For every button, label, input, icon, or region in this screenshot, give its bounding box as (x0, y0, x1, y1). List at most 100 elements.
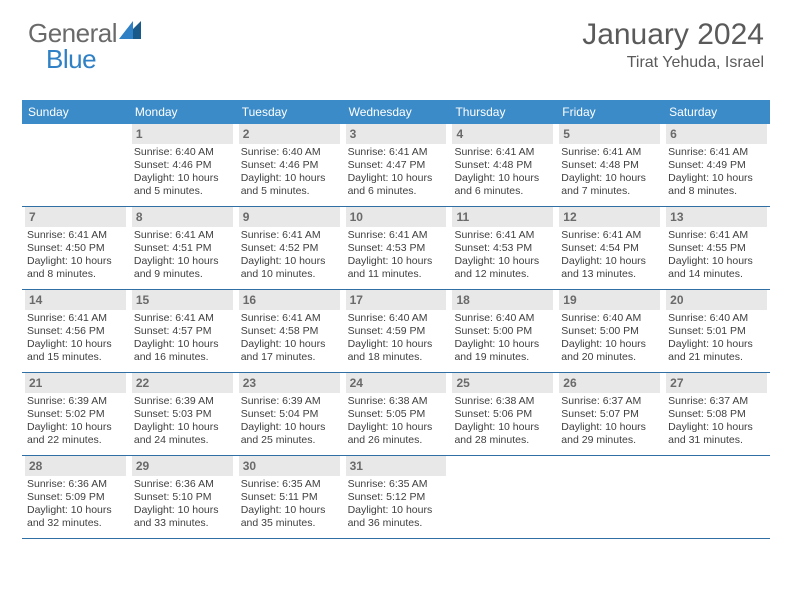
day-number: 14 (25, 290, 126, 310)
header-right: January 2024 Tirat Yehuda, Israel (582, 18, 764, 72)
day-cell: 12Sunrise: 6:41 AMSunset: 4:54 PMDayligh… (556, 207, 663, 289)
day-cell: 30Sunrise: 6:35 AMSunset: 5:11 PMDayligh… (236, 456, 343, 538)
day-info: Sunrise: 6:41 AMSunset: 4:49 PMDaylight:… (666, 146, 767, 199)
day-number: 17 (346, 290, 447, 310)
day-info: Sunrise: 6:41 AMSunset: 4:58 PMDaylight:… (239, 312, 340, 365)
day-info: Sunrise: 6:41 AMSunset: 4:48 PMDaylight:… (452, 146, 553, 199)
day-info: Sunrise: 6:41 AMSunset: 4:53 PMDaylight:… (452, 229, 553, 282)
day-cell: 19Sunrise: 6:40 AMSunset: 5:00 PMDayligh… (556, 290, 663, 372)
week-row: 1Sunrise: 6:40 AMSunset: 4:46 PMDaylight… (22, 124, 770, 207)
day-cell: 27Sunrise: 6:37 AMSunset: 5:08 PMDayligh… (663, 373, 770, 455)
day-number: 6 (666, 124, 767, 144)
day-info: Sunrise: 6:41 AMSunset: 4:53 PMDaylight:… (346, 229, 447, 282)
day-number: 8 (132, 207, 233, 227)
day-info: Sunrise: 6:41 AMSunset: 4:52 PMDaylight:… (239, 229, 340, 282)
day-header-row: SundayMondayTuesdayWednesdayThursdayFrid… (22, 100, 770, 124)
day-info: Sunrise: 6:37 AMSunset: 5:08 PMDaylight:… (666, 395, 767, 448)
day-info: Sunrise: 6:35 AMSunset: 5:11 PMDaylight:… (239, 478, 340, 531)
day-number: 12 (559, 207, 660, 227)
day-info: Sunrise: 6:39 AMSunset: 5:02 PMDaylight:… (25, 395, 126, 448)
day-cell: 11Sunrise: 6:41 AMSunset: 4:53 PMDayligh… (449, 207, 556, 289)
day-cell: 25Sunrise: 6:38 AMSunset: 5:06 PMDayligh… (449, 373, 556, 455)
day-info: Sunrise: 6:36 AMSunset: 5:09 PMDaylight:… (25, 478, 126, 531)
day-info: Sunrise: 6:41 AMSunset: 4:55 PMDaylight:… (666, 229, 767, 282)
day-cell: 5Sunrise: 6:41 AMSunset: 4:48 PMDaylight… (556, 124, 663, 206)
day-cell: 22Sunrise: 6:39 AMSunset: 5:03 PMDayligh… (129, 373, 236, 455)
day-number: 18 (452, 290, 553, 310)
logo-text-blue: Blue (46, 44, 96, 74)
day-number: 7 (25, 207, 126, 227)
day-header: Monday (129, 100, 236, 124)
day-cell: 14Sunrise: 6:41 AMSunset: 4:56 PMDayligh… (22, 290, 129, 372)
calendar: SundayMondayTuesdayWednesdayThursdayFrid… (22, 100, 770, 539)
day-cell: 29Sunrise: 6:36 AMSunset: 5:10 PMDayligh… (129, 456, 236, 538)
day-info: Sunrise: 6:41 AMSunset: 4:54 PMDaylight:… (559, 229, 660, 282)
day-info: Sunrise: 6:41 AMSunset: 4:51 PMDaylight:… (132, 229, 233, 282)
day-cell: 24Sunrise: 6:38 AMSunset: 5:05 PMDayligh… (343, 373, 450, 455)
day-number: 24 (346, 373, 447, 393)
day-number: 28 (25, 456, 126, 476)
day-cell: 13Sunrise: 6:41 AMSunset: 4:55 PMDayligh… (663, 207, 770, 289)
day-info: Sunrise: 6:41 AMSunset: 4:57 PMDaylight:… (132, 312, 233, 365)
day-number: 11 (452, 207, 553, 227)
day-number: 1 (132, 124, 233, 144)
day-info: Sunrise: 6:40 AMSunset: 4:46 PMDaylight:… (132, 146, 233, 199)
day-info: Sunrise: 6:39 AMSunset: 5:03 PMDaylight:… (132, 395, 233, 448)
logo-triangle-icon (119, 21, 141, 46)
day-header: Thursday (449, 100, 556, 124)
month-title: January 2024 (582, 18, 764, 52)
day-header: Wednesday (343, 100, 450, 124)
day-header: Friday (556, 100, 663, 124)
day-cell: 6Sunrise: 6:41 AMSunset: 4:49 PMDaylight… (663, 124, 770, 206)
day-header: Sunday (22, 100, 129, 124)
day-number: 4 (452, 124, 553, 144)
day-header: Tuesday (236, 100, 343, 124)
day-info: Sunrise: 6:38 AMSunset: 5:05 PMDaylight:… (346, 395, 447, 448)
day-number: 5 (559, 124, 660, 144)
day-cell (449, 456, 556, 538)
day-header: Saturday (663, 100, 770, 124)
day-info: Sunrise: 6:39 AMSunset: 5:04 PMDaylight:… (239, 395, 340, 448)
day-number: 26 (559, 373, 660, 393)
day-cell (22, 124, 129, 206)
day-number: 3 (346, 124, 447, 144)
day-info: Sunrise: 6:40 AMSunset: 5:01 PMDaylight:… (666, 312, 767, 365)
day-number: 19 (559, 290, 660, 310)
day-info: Sunrise: 6:40 AMSunset: 5:00 PMDaylight:… (559, 312, 660, 365)
day-number: 2 (239, 124, 340, 144)
day-number: 13 (666, 207, 767, 227)
day-cell: 1Sunrise: 6:40 AMSunset: 4:46 PMDaylight… (129, 124, 236, 206)
day-cell: 16Sunrise: 6:41 AMSunset: 4:58 PMDayligh… (236, 290, 343, 372)
day-info: Sunrise: 6:41 AMSunset: 4:47 PMDaylight:… (346, 146, 447, 199)
day-cell: 21Sunrise: 6:39 AMSunset: 5:02 PMDayligh… (22, 373, 129, 455)
day-number: 27 (666, 373, 767, 393)
day-info: Sunrise: 6:40 AMSunset: 4:59 PMDaylight:… (346, 312, 447, 365)
day-cell: 28Sunrise: 6:36 AMSunset: 5:09 PMDayligh… (22, 456, 129, 538)
day-number: 23 (239, 373, 340, 393)
day-number: 10 (346, 207, 447, 227)
day-number: 21 (25, 373, 126, 393)
week-row: 7Sunrise: 6:41 AMSunset: 4:50 PMDaylight… (22, 207, 770, 290)
day-info: Sunrise: 6:40 AMSunset: 4:46 PMDaylight:… (239, 146, 340, 199)
day-info: Sunrise: 6:41 AMSunset: 4:48 PMDaylight:… (559, 146, 660, 199)
day-cell: 18Sunrise: 6:40 AMSunset: 5:00 PMDayligh… (449, 290, 556, 372)
day-cell: 8Sunrise: 6:41 AMSunset: 4:51 PMDaylight… (129, 207, 236, 289)
day-cell: 3Sunrise: 6:41 AMSunset: 4:47 PMDaylight… (343, 124, 450, 206)
day-number: 25 (452, 373, 553, 393)
day-cell: 26Sunrise: 6:37 AMSunset: 5:07 PMDayligh… (556, 373, 663, 455)
day-cell: 15Sunrise: 6:41 AMSunset: 4:57 PMDayligh… (129, 290, 236, 372)
day-number: 30 (239, 456, 340, 476)
day-cell: 9Sunrise: 6:41 AMSunset: 4:52 PMDaylight… (236, 207, 343, 289)
day-cell: 2Sunrise: 6:40 AMSunset: 4:46 PMDaylight… (236, 124, 343, 206)
day-cell: 4Sunrise: 6:41 AMSunset: 4:48 PMDaylight… (449, 124, 556, 206)
day-cell (556, 456, 663, 538)
day-info: Sunrise: 6:40 AMSunset: 5:00 PMDaylight:… (452, 312, 553, 365)
day-cell: 31Sunrise: 6:35 AMSunset: 5:12 PMDayligh… (343, 456, 450, 538)
day-number: 15 (132, 290, 233, 310)
day-number: 9 (239, 207, 340, 227)
day-number: 16 (239, 290, 340, 310)
week-row: 28Sunrise: 6:36 AMSunset: 5:09 PMDayligh… (22, 456, 770, 539)
day-cell: 20Sunrise: 6:40 AMSunset: 5:01 PMDayligh… (663, 290, 770, 372)
day-info: Sunrise: 6:38 AMSunset: 5:06 PMDaylight:… (452, 395, 553, 448)
day-info: Sunrise: 6:35 AMSunset: 5:12 PMDaylight:… (346, 478, 447, 531)
